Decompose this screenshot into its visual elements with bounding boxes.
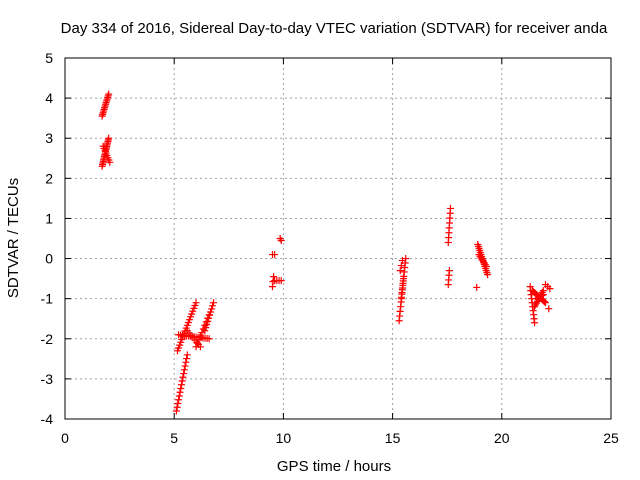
data-point bbox=[196, 332, 204, 340]
axis-ticks: 0 5 10 15 20 25 -4 -3 -2 -1 0 1 2 3 4 5 bbox=[41, 50, 619, 446]
data-point bbox=[176, 388, 184, 396]
grid-lines bbox=[65, 58, 611, 419]
data-point bbox=[277, 277, 285, 285]
data-point bbox=[175, 392, 183, 400]
data-point bbox=[484, 271, 492, 279]
data-point bbox=[540, 298, 548, 306]
data-point bbox=[175, 396, 183, 404]
data-point bbox=[181, 362, 189, 370]
data-point bbox=[193, 339, 201, 347]
y-tick-label: -4 bbox=[41, 411, 54, 427]
data-point bbox=[206, 311, 214, 319]
x-tick-label: 20 bbox=[494, 430, 510, 446]
data-point bbox=[531, 319, 539, 327]
data-point bbox=[192, 299, 200, 307]
y-tick-label: 3 bbox=[45, 130, 53, 146]
data-point bbox=[203, 321, 211, 329]
data-point bbox=[180, 366, 188, 374]
data-point bbox=[105, 90, 113, 98]
x-tick-label: 25 bbox=[603, 430, 619, 446]
data-point bbox=[446, 204, 454, 212]
data-point bbox=[277, 237, 285, 245]
data-point bbox=[179, 373, 187, 381]
y-tick-label: -1 bbox=[41, 291, 54, 307]
data-point bbox=[270, 273, 278, 281]
data-point bbox=[396, 267, 404, 275]
x-axis-label: GPS time / hours bbox=[277, 458, 391, 475]
data-point bbox=[202, 324, 210, 332]
data-point bbox=[483, 263, 491, 271]
y-tick-label: 0 bbox=[45, 251, 53, 267]
y-tick-label: 4 bbox=[45, 90, 53, 106]
data-point bbox=[177, 385, 185, 393]
x-tick-label: 0 bbox=[61, 430, 69, 446]
data-point bbox=[546, 285, 554, 293]
data-point bbox=[173, 403, 181, 411]
data-point bbox=[209, 302, 217, 310]
data-points bbox=[98, 90, 554, 415]
data-point bbox=[177, 381, 185, 389]
data-point bbox=[192, 343, 200, 351]
data-point bbox=[182, 358, 190, 366]
data-point bbox=[538, 291, 546, 299]
data-point bbox=[397, 262, 405, 270]
data-point bbox=[210, 299, 218, 307]
data-point bbox=[204, 317, 212, 325]
data-point bbox=[201, 327, 209, 335]
y-tick-label: 2 bbox=[45, 170, 53, 186]
data-point bbox=[172, 407, 180, 415]
chart-title: Day 334 of 2016, Sidereal Day-to-day VTE… bbox=[61, 20, 608, 37]
data-point bbox=[183, 355, 191, 363]
data-point bbox=[445, 267, 453, 275]
data-point bbox=[178, 377, 186, 385]
y-tick-label: -2 bbox=[41, 331, 54, 347]
data-point bbox=[271, 251, 279, 259]
y-tick-label: 5 bbox=[45, 50, 53, 66]
data-point bbox=[205, 335, 213, 343]
y-tick-label: 1 bbox=[45, 210, 53, 226]
x-tick-label: 15 bbox=[385, 430, 401, 446]
data-point bbox=[473, 283, 481, 291]
y-tick-label: -3 bbox=[41, 371, 54, 387]
data-point bbox=[398, 257, 406, 265]
x-tick-label: 10 bbox=[276, 430, 292, 446]
data-point bbox=[180, 370, 188, 378]
data-point bbox=[539, 291, 547, 299]
data-point bbox=[105, 134, 113, 142]
x-tick-label: 5 bbox=[170, 430, 178, 446]
plot-frame bbox=[64, 57, 612, 420]
data-point bbox=[207, 308, 215, 316]
data-point bbox=[174, 399, 182, 407]
data-point bbox=[183, 351, 191, 359]
data-point bbox=[208, 305, 216, 313]
data-point bbox=[195, 336, 203, 344]
data-point bbox=[106, 158, 114, 166]
y-axis-label: SDTVAR / TECUs bbox=[5, 178, 22, 298]
data-point bbox=[205, 314, 213, 322]
data-point bbox=[541, 299, 549, 307]
data-point bbox=[545, 305, 553, 313]
data-point bbox=[481, 261, 489, 269]
